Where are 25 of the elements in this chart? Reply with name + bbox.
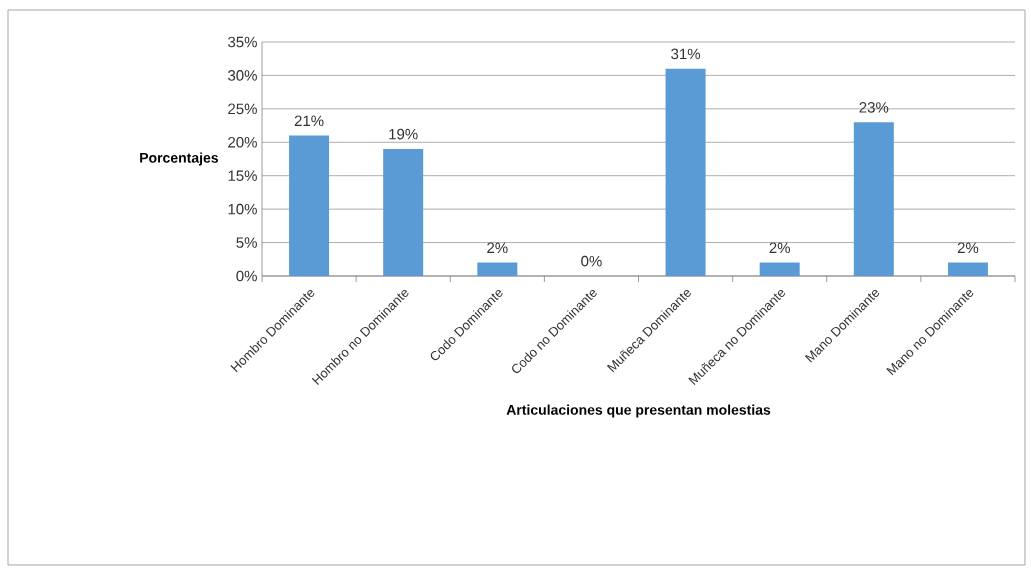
y-tick-label: 5% xyxy=(236,237,257,248)
data-label: 2% xyxy=(769,242,790,254)
data-label: 2% xyxy=(487,242,508,254)
bar xyxy=(853,122,894,276)
bar xyxy=(383,148,424,276)
y-tick-label: 15% xyxy=(228,170,257,181)
bar xyxy=(665,68,706,276)
bar xyxy=(289,135,330,276)
data-label: 31% xyxy=(671,48,701,60)
y-tick-label: 20% xyxy=(228,136,257,148)
y-tick-label: 0% xyxy=(236,270,257,282)
y-tick-label: 35% xyxy=(228,36,257,48)
bar xyxy=(947,262,988,276)
y-tick-label: 25% xyxy=(228,103,257,115)
data-label: 19% xyxy=(389,128,418,140)
y-axis-title: Porcentajes xyxy=(140,152,219,166)
y-tick-label: 10% xyxy=(228,203,257,215)
y-tick-label: 30% xyxy=(228,70,257,81)
data-label: 23% xyxy=(859,102,889,113)
bar xyxy=(477,262,518,276)
data-label: 21% xyxy=(294,115,324,127)
data-label: 0% xyxy=(581,255,602,267)
x-axis-title: Articulaciones que presentan molestias xyxy=(506,404,771,418)
bar xyxy=(759,262,800,276)
data-label: 2% xyxy=(957,242,979,254)
